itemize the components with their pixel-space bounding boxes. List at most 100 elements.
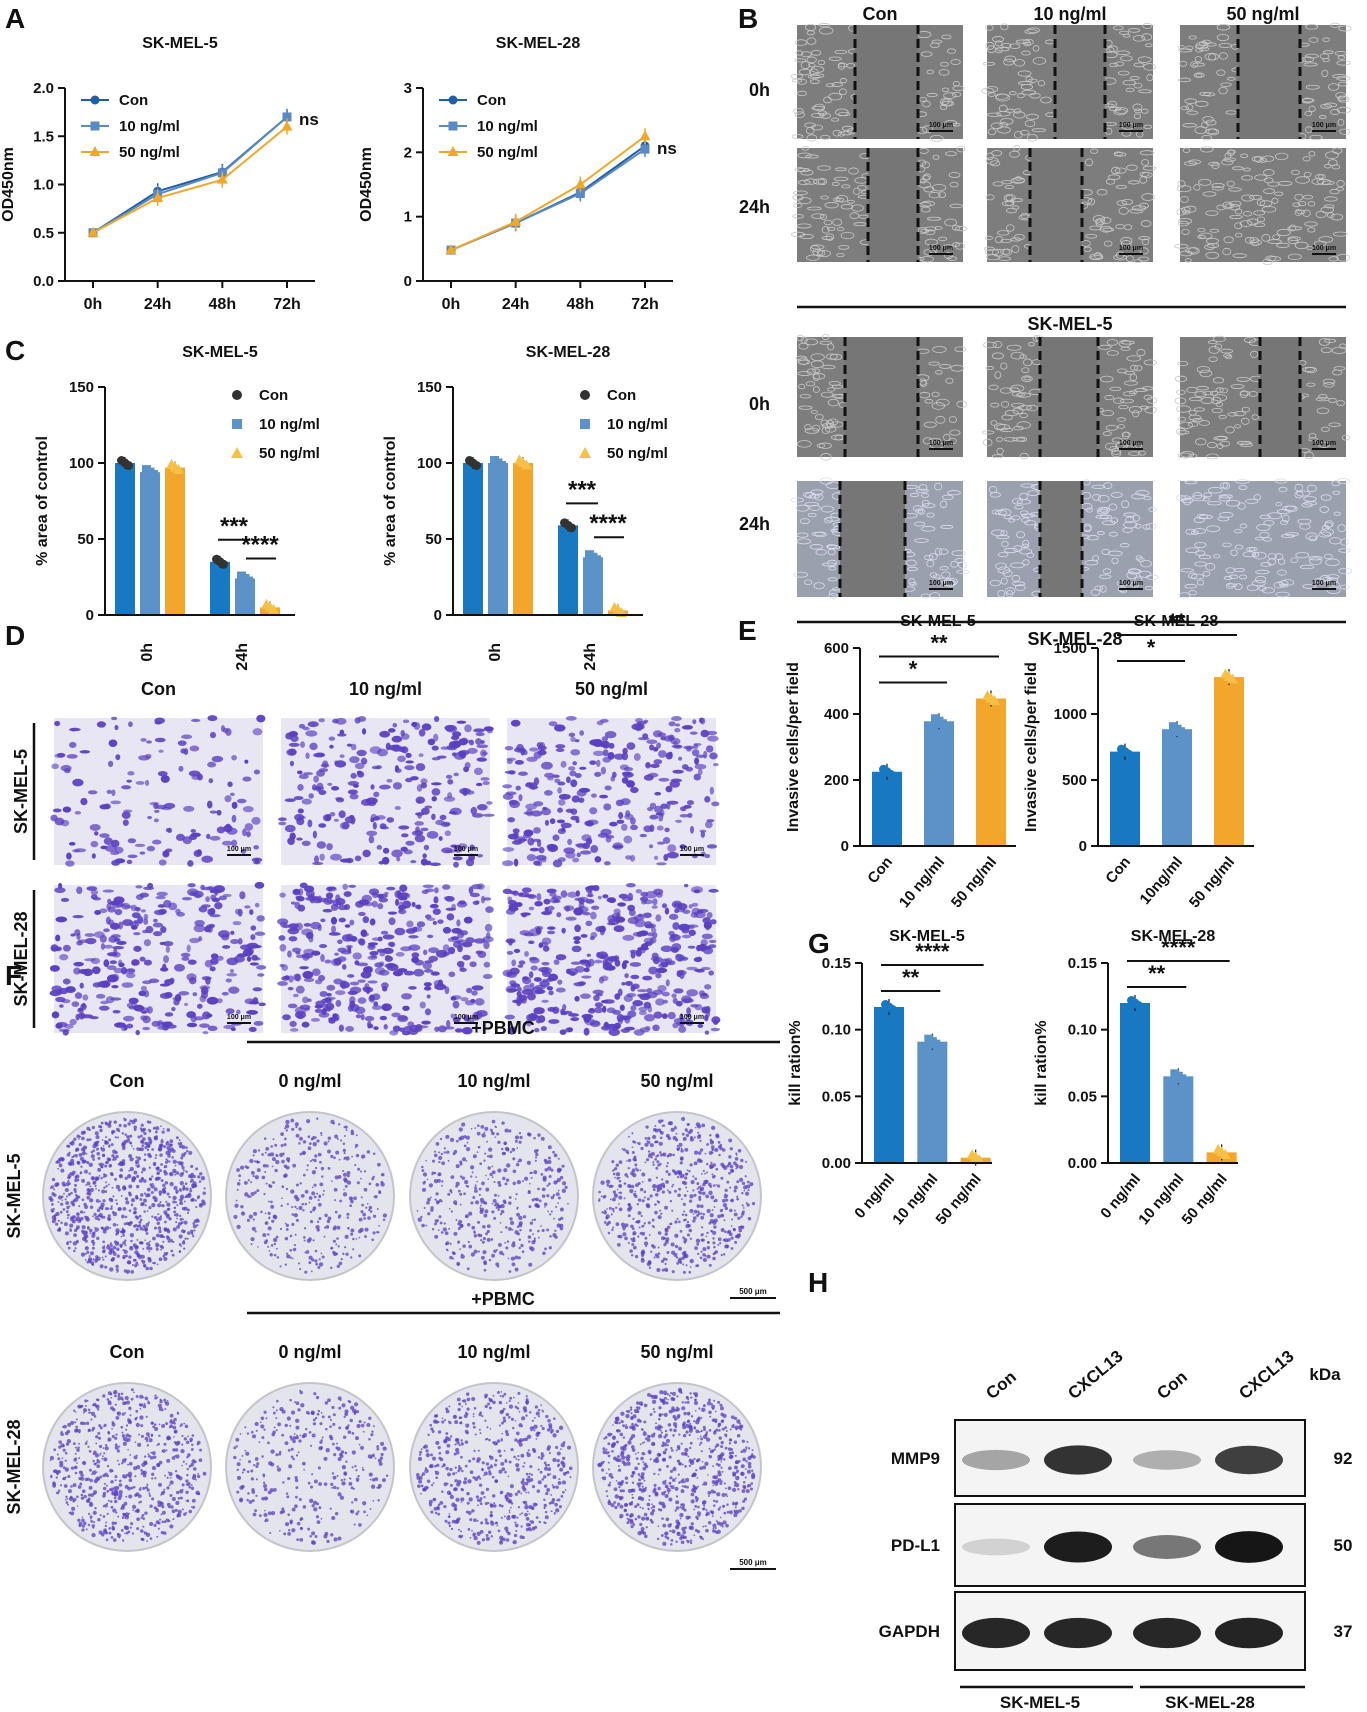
replicate-point xyxy=(1176,727,1185,737)
colony-dot xyxy=(143,1198,147,1203)
colony-dot xyxy=(179,1189,182,1192)
significance-label: ns xyxy=(299,110,319,129)
colony-dot xyxy=(100,1121,104,1125)
colony-dot xyxy=(172,1240,175,1243)
colony-dot xyxy=(166,1208,170,1211)
cell-shape xyxy=(944,218,958,227)
colony-dot xyxy=(91,1246,95,1250)
y-tick-label: 0.05 xyxy=(822,1088,851,1105)
stained-cell xyxy=(311,968,321,977)
replicate-point xyxy=(521,459,532,470)
colony-dot xyxy=(154,1156,157,1160)
colony-dot xyxy=(80,1147,86,1152)
stained-cell xyxy=(514,760,524,765)
colony-dot xyxy=(57,1195,63,1200)
colony-dot xyxy=(499,1213,503,1216)
stained-cell xyxy=(604,861,611,866)
cell-shape xyxy=(1241,175,1253,181)
stained-cell xyxy=(448,971,456,978)
cell-shape xyxy=(1178,217,1193,225)
y-tick-label: 50 xyxy=(77,531,94,548)
stained-cell xyxy=(431,745,439,751)
stained-cell xyxy=(533,827,541,834)
stained-cell xyxy=(118,962,125,968)
colony-dot xyxy=(100,1176,103,1180)
colony-dot xyxy=(518,1238,522,1241)
y-tick-label: 0.05 xyxy=(1068,1088,1097,1105)
cell-shape xyxy=(1022,559,1030,566)
colony-dot xyxy=(176,1217,178,1220)
colony-dot xyxy=(81,1198,85,1202)
stained-cell xyxy=(515,785,521,791)
stained-cell xyxy=(593,994,600,1002)
colony-dot xyxy=(153,1163,157,1167)
colony-dot xyxy=(514,1267,519,1272)
stained-cell xyxy=(72,778,84,787)
stained-cell xyxy=(411,830,424,836)
colony-dot xyxy=(307,1135,311,1139)
cell-shape xyxy=(1020,212,1029,219)
colony-dot xyxy=(197,1175,201,1179)
colony-dot xyxy=(99,1125,103,1129)
colony-dot xyxy=(293,1213,298,1218)
cell-shape xyxy=(984,249,1000,256)
cell-shape xyxy=(1011,574,1021,582)
colony-dot xyxy=(200,1175,206,1181)
colony-dot xyxy=(102,1145,105,1147)
cell-shape xyxy=(1336,60,1351,66)
colony-dot xyxy=(159,1215,162,1218)
colony-dot xyxy=(436,1201,440,1205)
colony-dot xyxy=(537,1229,540,1233)
cell-shape xyxy=(906,567,919,571)
colony-dot xyxy=(160,1245,165,1250)
colony-dot xyxy=(156,1221,160,1226)
colony-dot xyxy=(149,1247,153,1251)
colony-dot xyxy=(371,1238,374,1242)
cell-shape xyxy=(1021,50,1031,56)
stained-cell xyxy=(338,810,346,819)
cell-shape xyxy=(1187,421,1199,427)
stained-cell xyxy=(675,954,685,962)
stained-cell xyxy=(140,737,147,742)
cell-shape xyxy=(1000,23,1009,31)
wound-micrograph xyxy=(1174,335,1350,460)
cell-shape xyxy=(820,453,832,461)
stained-cell xyxy=(210,953,219,960)
stained-cell xyxy=(408,935,419,939)
colony-dot xyxy=(111,1211,115,1214)
stained-cell xyxy=(415,796,426,804)
cell-shape xyxy=(1021,375,1033,382)
cell-shape xyxy=(1229,203,1241,211)
cell-shape xyxy=(813,582,825,590)
colony-dot xyxy=(71,1140,75,1144)
cell-shape xyxy=(810,409,818,414)
cell-shape xyxy=(1304,221,1318,227)
stained-cell xyxy=(330,786,340,791)
colony-dot xyxy=(350,1228,355,1233)
cell-shape xyxy=(1013,425,1024,431)
line-chart-a1 xyxy=(81,95,293,238)
wound-micrograph xyxy=(795,333,968,461)
stained-cell xyxy=(430,971,440,976)
stained-cell xyxy=(600,828,612,836)
colony-dot xyxy=(143,1265,147,1268)
colony-dot xyxy=(252,1218,255,1221)
stained-cell xyxy=(475,782,483,787)
cell-shape xyxy=(1280,533,1296,538)
stained-cell xyxy=(529,847,540,852)
cell-shape xyxy=(1005,194,1014,202)
stained-cell xyxy=(459,967,467,972)
stained-cell xyxy=(341,934,353,942)
stained-cell xyxy=(427,738,436,746)
colony-dot xyxy=(264,1170,267,1173)
colony-dot xyxy=(91,1233,96,1238)
colony-dot xyxy=(49,1186,52,1189)
y-tick-label: 0.5 xyxy=(33,225,54,242)
x-tick-label: 72h xyxy=(631,296,659,313)
scale-label: 100 μm xyxy=(227,846,251,853)
stained-cell xyxy=(477,883,485,890)
series-line-0 xyxy=(450,145,646,252)
cell-shape xyxy=(823,96,832,104)
cell-shape xyxy=(1109,62,1119,68)
cell-shape xyxy=(810,112,825,118)
